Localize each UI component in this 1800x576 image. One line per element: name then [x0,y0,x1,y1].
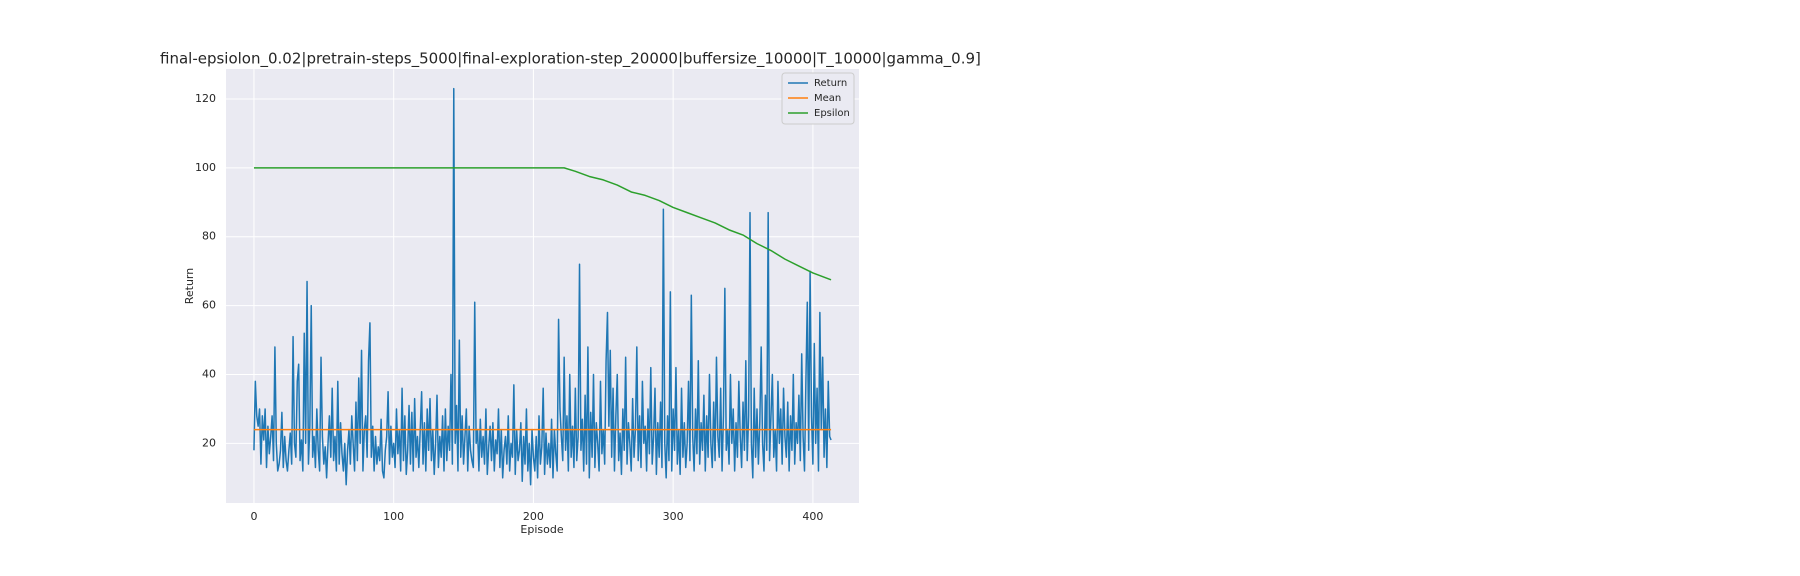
x-tick-label: 100 [383,510,404,523]
legend-label: Mean [814,93,841,104]
chart-title: final-epsiolon_0.02|pretrain-steps_5000|… [160,50,981,69]
y-tick-label: 40 [202,368,216,381]
x-tick-label: 300 [663,510,684,523]
x-tick-label: 400 [802,510,823,523]
legend-label: Epsilon [814,108,850,119]
y-tick-label: 120 [195,92,216,105]
y-tick-label: 20 [202,436,216,449]
x-tick-label: 200 [523,510,544,523]
y-axis-label: Return [183,268,196,305]
y-tick-label: 80 [202,230,216,243]
line-series [253,87,832,486]
legend-label: Return [814,78,847,89]
y-tick-label: 60 [202,299,216,312]
line-series [253,167,832,281]
x-tick-label: 0 [250,510,257,523]
x-axis-label: Episode [520,523,563,536]
legend-box [781,72,855,125]
y-tick-label: 100 [195,161,216,174]
